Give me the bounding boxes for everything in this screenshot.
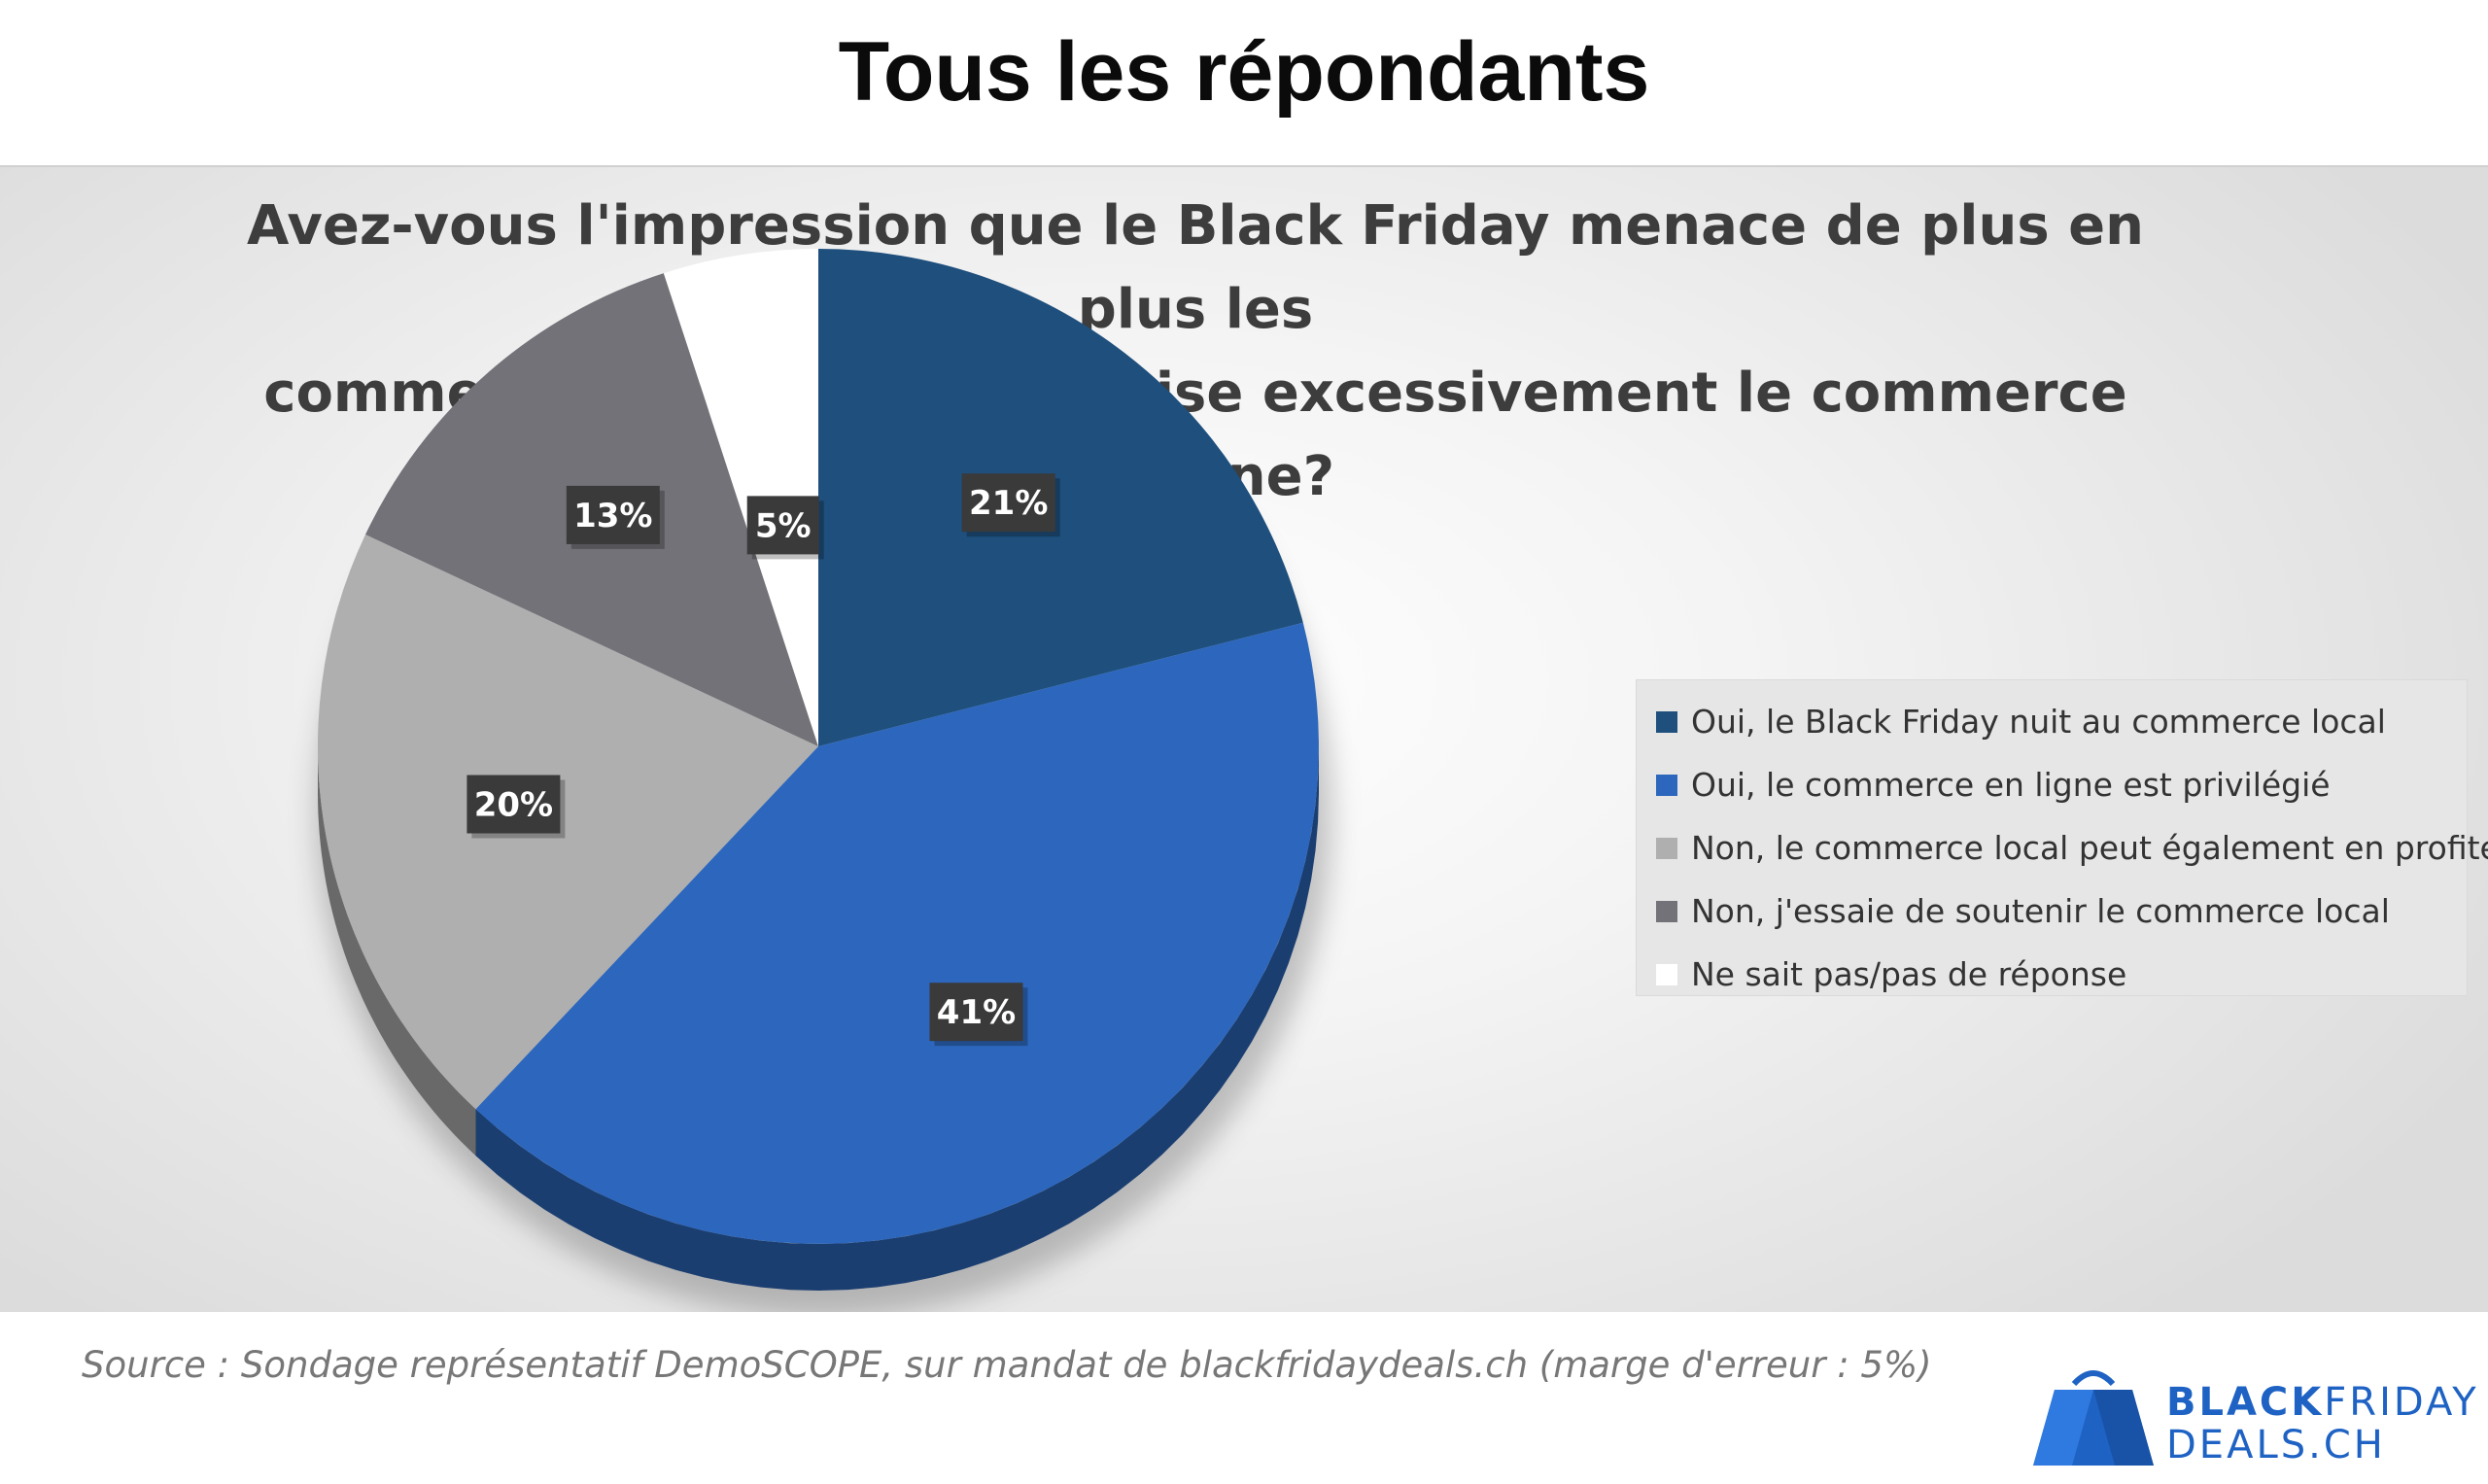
data-label-2: 41% <box>929 983 1028 1047</box>
legend-item-4: Non, j'essaie de soutenir le commerce lo… <box>1637 880 2467 943</box>
svg-text:5%: 5% <box>755 506 812 545</box>
pie-slice-3 <box>318 535 818 1110</box>
data-label-4: 13% <box>566 485 665 549</box>
brand-logo: BLACKFRIDAY DEALS.CH <box>2033 1363 2476 1469</box>
legend-label: Ne sait pas/pas de réponse <box>1691 955 2127 993</box>
legend-swatch <box>1656 710 1677 733</box>
legend-label: Oui, le Black Friday nuit au commerce lo… <box>1691 703 2386 741</box>
pie-side-walls <box>318 746 1319 1291</box>
chart-title-line-1: Avez-vous l'impression que le Black Frid… <box>247 194 2144 341</box>
pie-data-labels: 21% 41% 20% 13% 5% <box>466 473 1060 1047</box>
legend-swatch <box>1656 963 1677 985</box>
logo-text-line-1: BLACKFRIDAY <box>2166 1380 2479 1425</box>
pie-slices <box>318 249 1319 1244</box>
data-label-3: 20% <box>466 775 566 839</box>
legend-label: Non, j'essaie de soutenir le commerce lo… <box>1691 892 2390 930</box>
pie-side-3 <box>318 746 476 1156</box>
pie-slice-1 <box>818 249 1303 746</box>
legend-swatch <box>1656 837 1677 859</box>
chart-legend: Oui, le Black Friday nuit au commerce lo… <box>1636 679 2488 996</box>
pie-side-2 <box>475 746 1319 1291</box>
legend-swatch <box>1656 774 1677 796</box>
logo-text-line-2: DEALS.CH <box>2166 1423 2386 1467</box>
svg-text:21%: 21% <box>969 484 1048 523</box>
legend-item-2: Oui, le commerce en ligne est privilégié <box>1637 753 2467 816</box>
svg-text:41%: 41% <box>937 993 1016 1032</box>
pie-chart: 21% 41% 20% 13% 5% <box>316 249 1332 1312</box>
svg-text:20%: 20% <box>474 786 553 825</box>
pie-slice-5 <box>663 249 818 746</box>
legend-item-3: Non, le commerce local peut également en… <box>1637 816 2488 880</box>
svg-text:13%: 13% <box>573 497 652 535</box>
legend-swatch <box>1656 900 1677 922</box>
data-label-5: 5% <box>746 496 824 560</box>
page-title: Tous les répondants <box>838 25 1650 119</box>
shopping-bag-icon <box>2033 1370 2154 1466</box>
legend-label: Non, le commerce local peut également en… <box>1691 829 2488 867</box>
source-note: Source : Sondage représentatif DemoSCOPE… <box>82 1344 1932 1386</box>
data-label-1: 21% <box>961 473 1060 537</box>
legend-item-1: Oui, le Black Friday nuit au commerce lo… <box>1637 690 2467 753</box>
chart-panel: Avez-vous l'impression que le Black Frid… <box>0 165 2488 1312</box>
legend-item-5: Ne sait pas/pas de réponse <box>1637 943 2467 1006</box>
legend-label: Oui, le commerce en ligne est privilégié <box>1691 766 2331 804</box>
pie-slice-2 <box>475 622 1319 1244</box>
